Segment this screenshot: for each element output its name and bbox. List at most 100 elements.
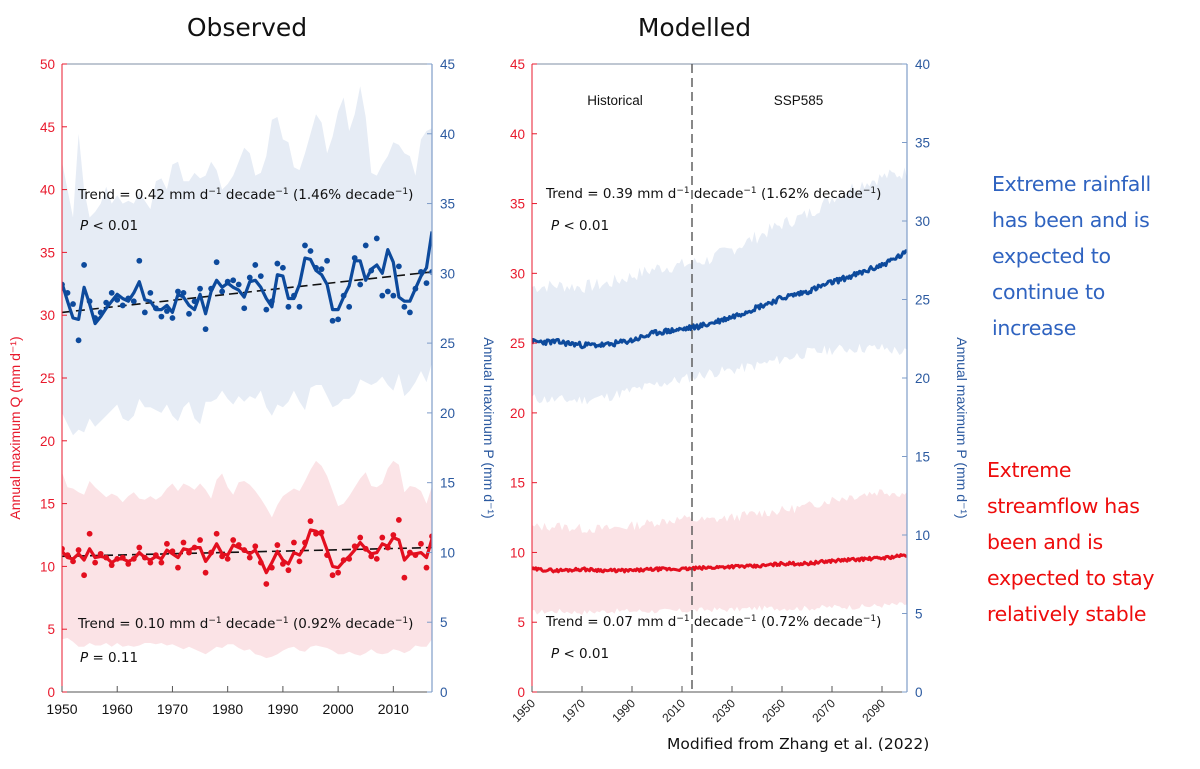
x-tick-label: 1970 bbox=[157, 701, 188, 717]
trend-text-part: (1.62% decade bbox=[757, 186, 863, 202]
panel-title: Modelled bbox=[638, 13, 751, 42]
q-data-point bbox=[164, 540, 170, 547]
trend-text-part: Trend = 0.10 mm d bbox=[77, 616, 208, 632]
right-y-tick-label: 15 bbox=[440, 476, 455, 491]
p-data-point bbox=[197, 285, 203, 292]
q-data-point bbox=[97, 550, 104, 557]
q-significance: P < 0.01 bbox=[551, 646, 609, 662]
rainfall-note-line: continue to bbox=[992, 280, 1105, 304]
left-y-tick-label: 15 bbox=[510, 476, 525, 491]
p-data-point bbox=[164, 308, 170, 314]
q-uncertainty-band bbox=[62, 460, 432, 659]
x-tick-label: 1950 bbox=[509, 696, 538, 725]
streamflow-note-line: been and is bbox=[987, 530, 1103, 554]
modelled-panel: Modelled 0 5 10 15 20 25 30 35 40 45 0 5 10 15 20 25 30 35… bbox=[509, 13, 970, 725]
superscript: −1 bbox=[208, 616, 221, 626]
period-label-historical: Historical bbox=[587, 93, 643, 108]
trend-text-part: Trend = 0.07 mm d bbox=[545, 614, 676, 630]
p-symbol: P bbox=[80, 218, 89, 234]
p-data-point bbox=[252, 262, 259, 268]
p-data-point bbox=[257, 273, 264, 280]
p-data-point bbox=[191, 298, 198, 305]
p-data-point bbox=[108, 289, 115, 296]
p-data-point bbox=[219, 288, 226, 295]
left-y-tick-label: 30 bbox=[40, 308, 55, 323]
q-data-point bbox=[158, 559, 165, 566]
p-data-point bbox=[296, 303, 303, 310]
left-y-tick-label: 30 bbox=[510, 266, 525, 281]
q-data-point bbox=[357, 534, 364, 541]
p-data-point bbox=[368, 267, 375, 274]
q-data-point bbox=[197, 537, 203, 543]
q-data-point bbox=[263, 581, 270, 587]
left-y-tick-label: 45 bbox=[40, 120, 55, 135]
q-data-point bbox=[136, 544, 143, 551]
trend-text-part: ) bbox=[876, 614, 881, 630]
trend-text-part: Trend = 0.42 mm d bbox=[77, 187, 208, 203]
q-data-point bbox=[429, 533, 432, 540]
p-data-point bbox=[346, 303, 353, 310]
p-uncertainty-band bbox=[532, 167, 907, 405]
q-data-point bbox=[86, 530, 93, 537]
q-data-point bbox=[114, 555, 121, 562]
p-data-point bbox=[395, 263, 402, 270]
p-data-point bbox=[152, 305, 159, 312]
left-y-tick-label: 10 bbox=[40, 559, 55, 574]
left-y-tick-label: 15 bbox=[40, 497, 55, 512]
p-data-point bbox=[169, 315, 176, 321]
q-data-point bbox=[285, 567, 292, 574]
q-data-point bbox=[147, 559, 154, 566]
p-symbol: P bbox=[551, 218, 560, 234]
x-tick-label: 2030 bbox=[709, 696, 738, 725]
q-significance: P = 0.11 bbox=[80, 650, 138, 666]
p-data-point bbox=[81, 262, 87, 268]
p-data-point bbox=[401, 303, 408, 310]
streamflow-note-line: relatively stable bbox=[987, 602, 1147, 626]
p-data-point bbox=[263, 306, 270, 313]
p-data-point bbox=[147, 289, 154, 296]
x-tick-label: 1980 bbox=[212, 701, 243, 717]
x-tick-label: 1990 bbox=[267, 701, 298, 717]
q-data-point bbox=[169, 548, 176, 555]
p-data-point bbox=[379, 292, 386, 299]
q-data-point bbox=[373, 555, 380, 562]
left-y-tick-label: 25 bbox=[510, 336, 525, 351]
p-data-point bbox=[418, 269, 424, 275]
p-data-point bbox=[362, 242, 369, 249]
p-significance: P < 0.01 bbox=[80, 218, 138, 234]
q-data-point bbox=[191, 544, 198, 551]
p-data-point bbox=[213, 259, 220, 266]
right-y-tick-label: 20 bbox=[440, 406, 455, 421]
q-data-point bbox=[230, 537, 237, 543]
superscript: −1 bbox=[275, 187, 288, 197]
right-y-tick-label: 35 bbox=[440, 197, 455, 212]
p-data-point bbox=[279, 264, 286, 271]
trend-text-part: decade bbox=[690, 614, 744, 630]
observed-panel: Observed 0 5 10 15 20 25 30 35 40 45 50 0 5 10 15 20 25 30… bbox=[7, 13, 497, 717]
rainfall-note: Extreme rainfall has been and is expecte… bbox=[992, 166, 1197, 346]
q-data-point bbox=[368, 553, 375, 560]
superscript: −1 bbox=[395, 187, 408, 197]
q-data-point bbox=[268, 564, 275, 571]
right-y-tick-label: 0 bbox=[915, 685, 923, 700]
p-value: = 0.11 bbox=[88, 650, 138, 666]
p-data-point bbox=[202, 326, 209, 333]
p-data-point bbox=[235, 281, 242, 288]
x-tick-label: 2070 bbox=[809, 696, 838, 725]
left-y-tick-label: 0 bbox=[47, 685, 55, 700]
q-data-point bbox=[296, 558, 303, 565]
p-data-point bbox=[291, 292, 297, 299]
right-y-tick-label: 20 bbox=[915, 371, 930, 386]
q-data-point bbox=[108, 562, 115, 569]
left-y-tick-label: 45 bbox=[510, 57, 525, 72]
p-value: < 0.01 bbox=[559, 218, 609, 234]
q-data-point bbox=[186, 549, 192, 556]
right-y-tick-label: 35 bbox=[915, 136, 930, 151]
q-data-point bbox=[329, 572, 336, 579]
right-y-tick-label: 10 bbox=[915, 528, 930, 543]
right-y-tick-label: 0 bbox=[440, 685, 448, 700]
trend-text-part: decade bbox=[690, 186, 744, 202]
period-label-ssp585: SSP585 bbox=[774, 93, 824, 108]
p-symbol: P bbox=[80, 650, 89, 666]
p-data-point bbox=[86, 298, 93, 305]
